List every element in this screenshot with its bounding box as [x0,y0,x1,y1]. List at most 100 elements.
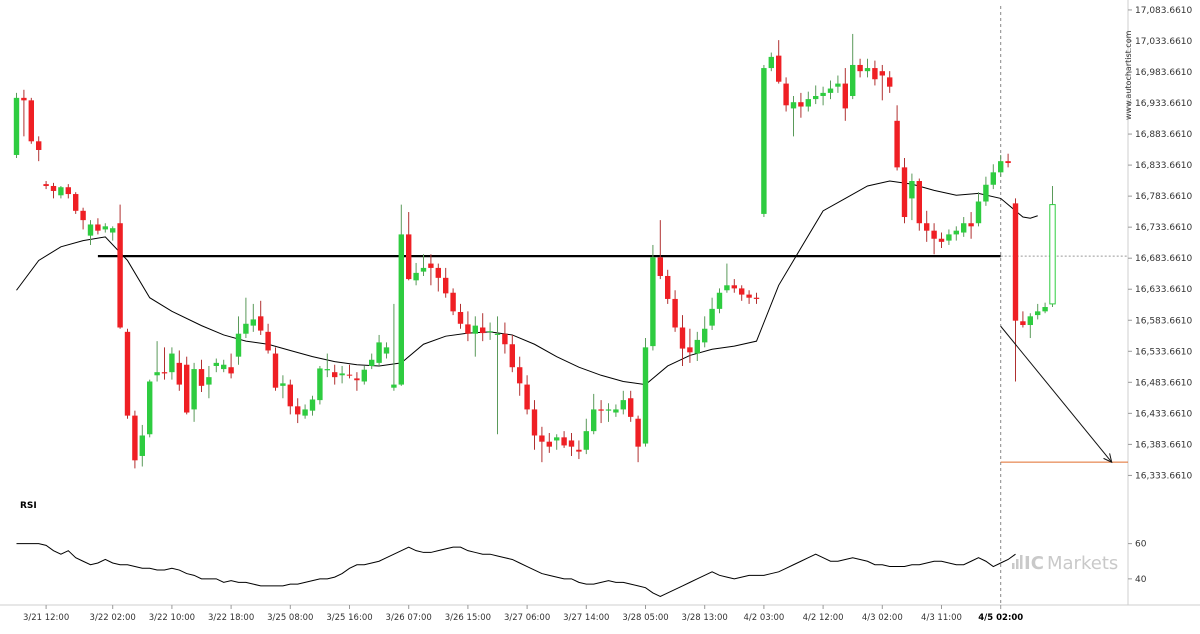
candle [909,173,915,221]
x-tick-label: 3/22 10:00 [149,613,195,623]
candle-body [1035,311,1041,316]
candle [132,410,138,469]
watermark-url: www.autochartist.com [1124,30,1133,120]
candle [694,331,700,362]
candle-body [280,383,286,386]
candle [1042,302,1048,314]
candle [406,212,412,281]
candle-body [117,223,123,328]
candle [739,285,745,301]
candle-body [1042,307,1048,312]
candle [95,218,101,235]
candle-body [776,55,782,82]
moving-average [16,180,1038,386]
candle-body [805,99,811,107]
candle-body [938,238,945,242]
candle [420,254,427,276]
candle-body [546,441,552,447]
candle [628,390,634,422]
candle [139,424,145,467]
brand-logo: IC Markets [1012,553,1118,574]
candle-body [946,234,952,241]
candle-body [975,201,982,224]
candle-body [790,102,797,109]
candle [413,262,419,286]
candle-body [524,384,530,410]
x-tick-label: 4/5 02:00 [978,613,1023,623]
candle-body [576,449,582,452]
candle-body [391,384,397,388]
candle [591,393,597,435]
candle [280,375,286,399]
candle [198,359,205,393]
candle-body [95,224,101,231]
candle [842,68,848,121]
candle [58,185,64,199]
candle-body [369,359,375,366]
candle [191,362,197,422]
candle [687,328,693,363]
candle [1012,198,1019,382]
candle-body [554,437,560,441]
candle [317,365,323,405]
candle-body [628,398,634,417]
candle-body [961,223,967,233]
candle [383,342,390,359]
x-tick-label: 3/22 02:00 [90,613,136,623]
candle-body [731,285,737,289]
candle-body [80,210,86,221]
x-tick-label: 3/25 16:00 [326,613,372,623]
candle [901,158,908,224]
candle-body [1005,161,1011,164]
candle [702,316,708,348]
candle [465,311,471,342]
candle-body [124,331,131,416]
candle-body [457,311,464,324]
candle [398,204,404,386]
y-tick-label: 16,983.6610 [1135,68,1193,78]
candle-body [813,95,819,100]
candle [546,433,552,453]
candle-body [110,228,116,233]
forecast [1000,325,1128,464]
y-tick-label: 16,733.6610 [1135,223,1193,233]
candle-body [324,369,330,371]
candle-body [420,267,427,272]
candle-body [739,288,745,295]
candle-body [746,294,752,298]
candle [524,375,530,415]
candle-body [243,323,249,334]
candle [805,91,811,112]
y-tick-label: 16,583.6610 [1135,316,1193,326]
candle [509,334,515,373]
x-axis-ticks: 3/21 12:00 3/22 02:00 3/22 10:00 3/22 18:00… [23,605,1023,623]
candle-body [591,409,597,432]
candle-body [857,64,863,72]
x-tick-label: 3/26 15:00 [445,613,491,623]
candle-body [864,68,871,72]
candle-body [480,327,486,334]
rsi-panel: 60 40 [16,540,1147,598]
y-tick-label: 16,383.6610 [1135,440,1193,450]
candle [184,356,190,415]
y-tick-label: 16,433.6610 [1135,409,1193,419]
candle-body [702,328,708,343]
y-tick-label: 16,633.6610 [1135,285,1193,295]
candle [938,232,945,249]
x-tick-label: 4/3 11:00 [921,613,962,623]
candle [443,267,449,298]
rsi-title: RSI [20,501,37,511]
y-tick-label: 16,533.6610 [1135,347,1193,357]
candle [339,365,345,384]
candle-body [931,230,937,239]
x-tick-label: 3/27 14:00 [563,613,609,623]
candle [87,220,94,245]
candle [576,440,582,460]
candle [206,365,212,399]
candle-body [450,292,456,312]
candle-body [909,181,915,199]
candle-body [509,344,515,368]
candle [894,105,900,171]
candle-body [406,234,412,280]
